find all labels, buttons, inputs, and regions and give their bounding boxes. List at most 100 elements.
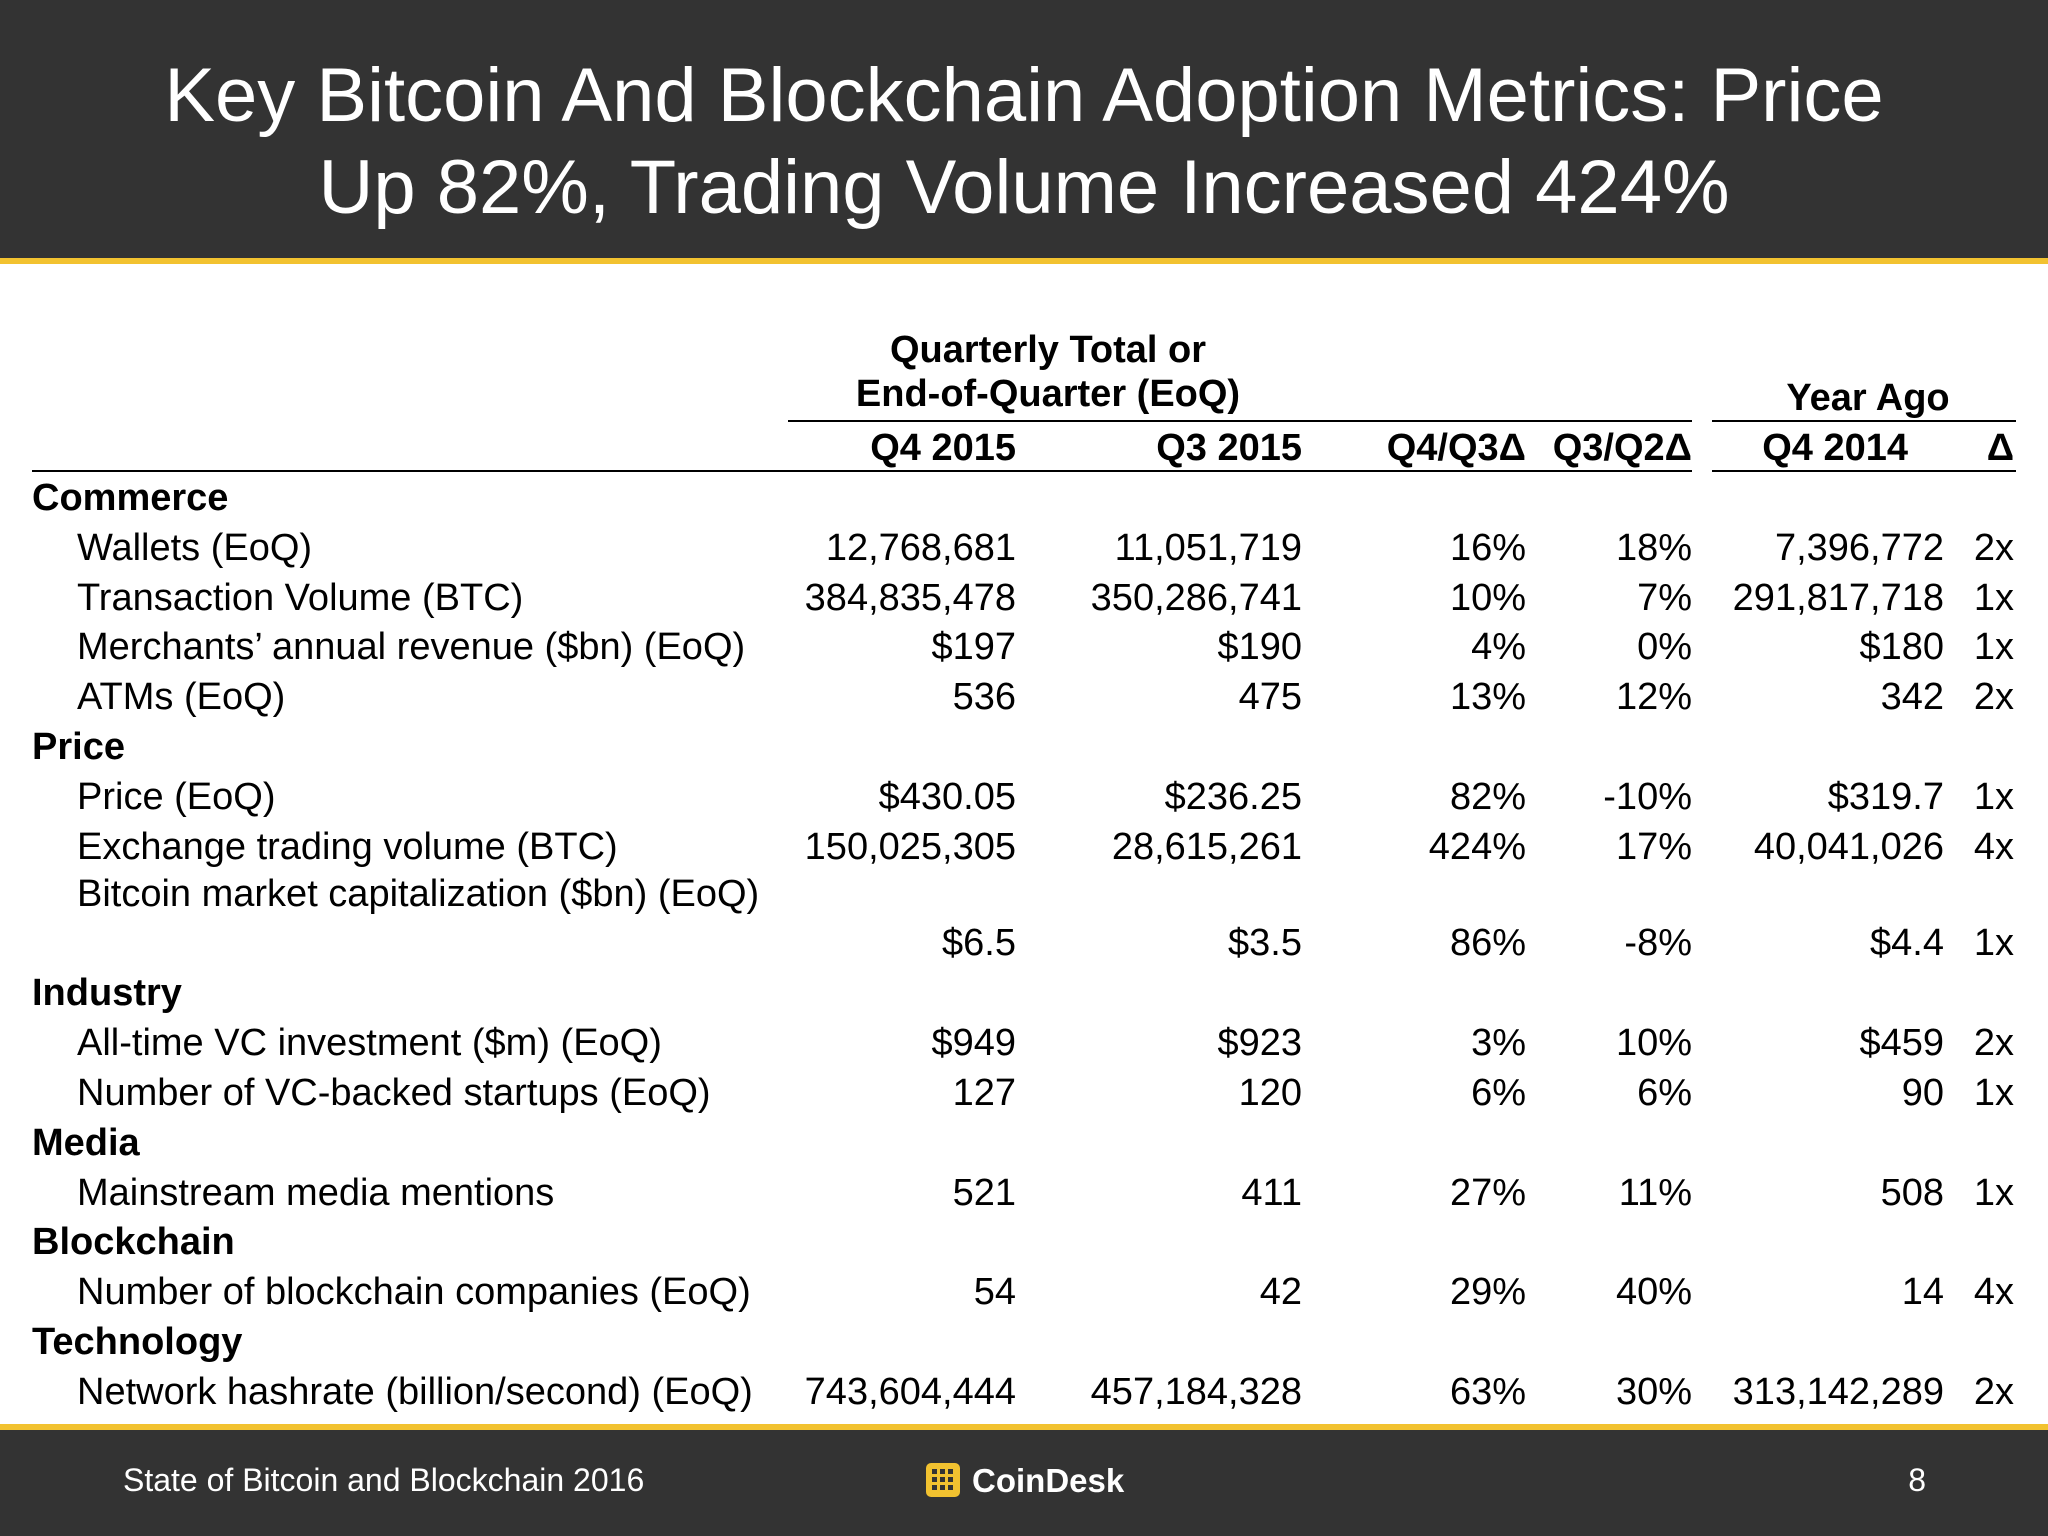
cell-q3-q2-delta: 11% xyxy=(1618,1171,1692,1214)
cell-multiple: 1x xyxy=(1973,775,2014,818)
table-row: ATMs (EoQ) 536 475 13% 12% 342 2x xyxy=(32,672,2022,722)
header-underline-year-ago xyxy=(1712,470,2016,472)
cell-q3-q2-delta: 12% xyxy=(1615,676,1692,719)
coindesk-grid-icon xyxy=(926,1463,960,1497)
table-row: Transaction Volume (BTC) 384,835,478 350… xyxy=(32,573,2022,623)
row-label: Merchants’ annual revenue ($bn) (EoQ) xyxy=(77,626,746,669)
cell-q3-2015: $190 xyxy=(1217,626,1302,669)
cell-q4-2015: 521 xyxy=(952,1171,1016,1214)
group-header-year-ago: Year Ago xyxy=(1786,377,1950,419)
group-header-quarterly: Quarterly Total or End-of-Quarter (EoQ) xyxy=(788,328,1308,416)
table-row: Mainstream media mentions 521 411 27% 11… xyxy=(32,1168,2022,1218)
cell-multiple: 1x xyxy=(1973,1071,2014,1114)
row-label: Number of VC-backed startups (EoQ) xyxy=(77,1071,711,1114)
cell-multiple: 4x xyxy=(1973,825,2014,868)
cell-q4-2015: $430.05 xyxy=(878,775,1016,818)
cell-q4-q3-delta: 29% xyxy=(1449,1271,1526,1314)
cell-q4-2014: 90 xyxy=(1901,1071,1944,1114)
section-row: Industry xyxy=(32,968,2022,1018)
section-label: Blockchain xyxy=(32,1221,235,1264)
cell-q4-2014: $319.7 xyxy=(1827,775,1944,818)
row-label: Price (EoQ) xyxy=(77,775,276,818)
cell-q4-2015: $197 xyxy=(931,626,1016,669)
column-header-q3-q2-delta: Q3/Q2Δ xyxy=(1552,427,1692,469)
group-header-quarterly-line-1: Quarterly Total or xyxy=(889,329,1207,371)
group-underline-quarterly xyxy=(788,420,1692,422)
header-bar: Key Bitcoin And Blockchain Adoption Metr… xyxy=(0,0,2048,264)
cell-q3-2015: $923 xyxy=(1217,1022,1302,1065)
row-label: All-time VC investment ($m) (EoQ) xyxy=(77,1022,662,1065)
metrics-table: Commerce Wallets (EoQ) 12,768,681 11,051… xyxy=(32,473,2022,1417)
cell-q4-2014: 291,817,718 xyxy=(1732,576,1944,619)
section-row: Price xyxy=(32,722,2022,772)
column-header-q4-q3-delta: Q4/Q3Δ xyxy=(1386,427,1526,469)
cell-q3-q2-delta: -10% xyxy=(1603,775,1692,818)
cell-q3-2015: 120 xyxy=(1238,1071,1302,1114)
row-label: Number of blockchain companies (EoQ) xyxy=(77,1271,751,1314)
cell-multiple: 1x xyxy=(1973,922,2014,965)
cell-q4-2014: 313,142,289 xyxy=(1732,1370,1944,1413)
cell-q4-q3-delta: 10% xyxy=(1449,576,1526,619)
row-label: Wallets (EoQ) xyxy=(77,526,313,569)
column-header-q4-2015: Q4 2015 xyxy=(870,427,1016,469)
cell-multiple: 1x xyxy=(1973,576,2014,619)
cell-q3-2015: 28,615,261 xyxy=(1111,825,1302,868)
cell-multiple: 2x xyxy=(1973,1370,2014,1413)
table-row: Bitcoin market capitalization ($bn) (EoQ… xyxy=(32,871,2022,968)
cell-q3-2015: 11,051,719 xyxy=(1114,526,1302,569)
section-label: Price xyxy=(32,725,125,768)
table-row: All-time VC investment ($m) (EoQ) $949 $… xyxy=(32,1018,2022,1068)
cell-q3-q2-delta: 10% xyxy=(1615,1022,1692,1065)
cell-q4-2014: $180 xyxy=(1859,626,1944,669)
group-header-quarterly-line-2: End-of-Quarter (EoQ) xyxy=(855,373,1241,415)
table-row: Exchange trading volume (BTC) 150,025,30… xyxy=(32,822,2022,872)
column-header-q3-2015: Q3 2015 xyxy=(1156,427,1302,469)
cell-q4-q3-delta: 4% xyxy=(1471,626,1526,669)
cell-q3-2015: 411 xyxy=(1241,1171,1302,1214)
cell-q4-q3-delta: 3% xyxy=(1471,1022,1526,1065)
cell-q4-2014: 40,041,026 xyxy=(1753,825,1944,868)
cell-q4-2014: 14 xyxy=(1901,1271,1944,1314)
cell-q3-2015: $236.25 xyxy=(1164,775,1302,818)
cell-q4-2015: 150,025,305 xyxy=(804,825,1016,868)
cell-q4-q3-delta: 6% xyxy=(1471,1071,1526,1114)
table-row: Merchants’ annual revenue ($bn) (EoQ) $1… xyxy=(32,622,2022,672)
cell-q3-2015: 42 xyxy=(1259,1271,1302,1314)
cell-q4-q3-delta: 424% xyxy=(1428,825,1526,868)
row-label: Bitcoin market capitalization ($bn) (EoQ… xyxy=(77,873,760,916)
section-label: Commerce xyxy=(32,477,229,519)
section-row: Technology xyxy=(32,1317,2022,1367)
cell-q4-2014: 508 xyxy=(1880,1171,1944,1214)
cell-multiple: 1x xyxy=(1973,626,2014,669)
cell-q3-2015: 350,286,741 xyxy=(1090,576,1302,619)
table-row: Number of blockchain companies (EoQ) 54 … xyxy=(32,1267,2022,1317)
cell-multiple: 2x xyxy=(1973,526,2014,569)
cell-q4-2015: 54 xyxy=(973,1271,1016,1314)
footer-source: State of Bitcoin and Blockchain 2016 xyxy=(123,1462,645,1498)
cell-q4-2015: 127 xyxy=(952,1071,1016,1114)
row-label: ATMs (EoQ) xyxy=(77,676,286,719)
column-header-q4-2014: Q4 2014 xyxy=(1762,427,1908,469)
cell-q4-q3-delta: 13% xyxy=(1449,676,1526,719)
cell-q4-2015: $6.5 xyxy=(942,922,1016,965)
cell-q3-q2-delta: 0% xyxy=(1637,626,1692,669)
cell-q3-q2-delta: 18% xyxy=(1615,526,1692,569)
row-label: Mainstream media mentions xyxy=(77,1171,555,1214)
cell-q4-q3-delta: 63% xyxy=(1449,1370,1526,1413)
header-underline xyxy=(32,470,1692,472)
slide-title-line-2: Up 82%, Trading Volume Increased 424% xyxy=(318,145,1730,230)
page-number: 8 xyxy=(1908,1462,1926,1498)
cell-q4-2014: $4.4 xyxy=(1870,922,1944,965)
table-row: Network hashrate (billion/second) (EoQ) … xyxy=(32,1367,2022,1417)
cell-q4-2014: $459 xyxy=(1859,1022,1944,1065)
cell-q3-q2-delta: -8% xyxy=(1624,922,1692,965)
cell-q4-q3-delta: 82% xyxy=(1449,775,1526,818)
cell-q4-2015: $949 xyxy=(931,1022,1016,1065)
cell-q4-2014: 342 xyxy=(1880,676,1944,719)
cell-q3-q2-delta: 7% xyxy=(1637,576,1692,619)
cell-q4-q3-delta: 27% xyxy=(1449,1171,1526,1214)
group-underline-year-ago xyxy=(1712,420,2016,422)
section-label: Technology xyxy=(32,1320,243,1363)
cell-q3-2015: $3.5 xyxy=(1228,922,1302,965)
cell-multiple: 2x xyxy=(1973,1022,2014,1065)
